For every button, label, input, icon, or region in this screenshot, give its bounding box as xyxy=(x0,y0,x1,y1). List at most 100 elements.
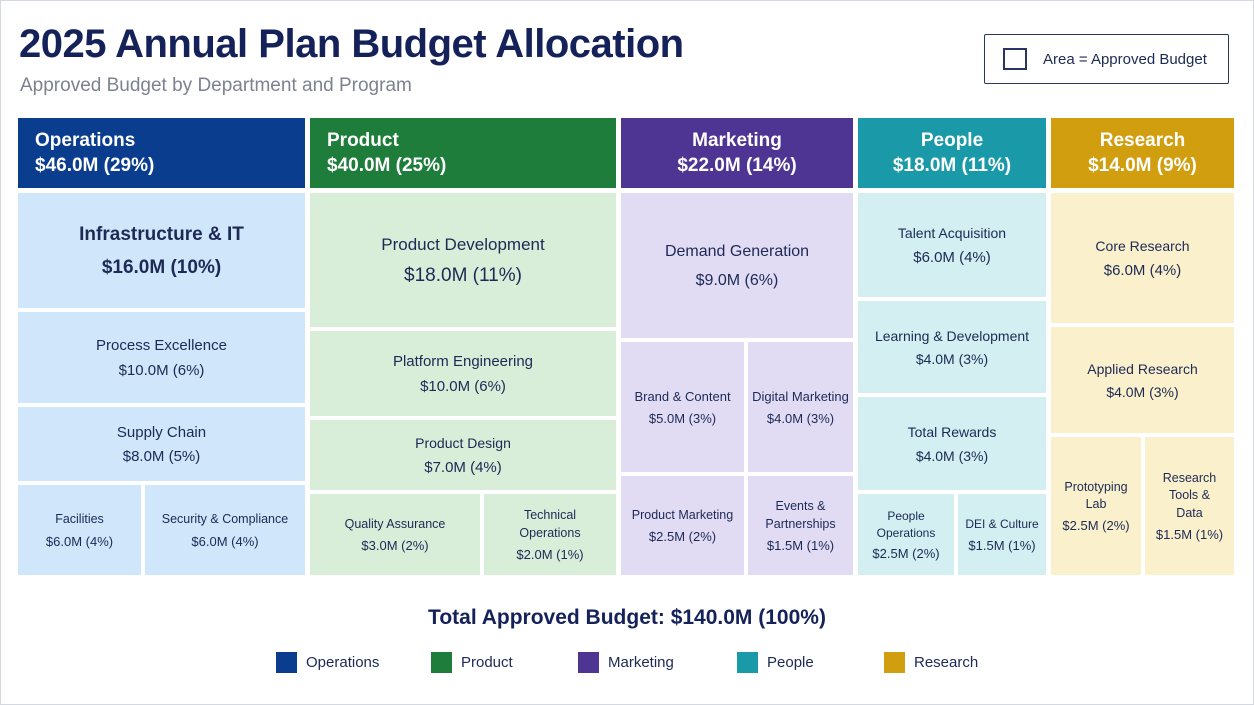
legend-item-marketing: Marketing xyxy=(578,652,674,673)
cell-digital-marketing: Digital Marketing $4.0M (3%) xyxy=(748,342,853,472)
cell-demand-generation-name: Demand Generation xyxy=(664,243,810,261)
cell-technical-operations: Technical Operations $2.0M (1%) xyxy=(484,494,616,575)
cell-security-and-compliance-name: Security & Compliance xyxy=(161,512,289,527)
cell-quality-assurance-name: Quality Assurance xyxy=(344,516,446,531)
cell-total-rewards: Total Rewards $4.0M (3%) xyxy=(858,397,1046,490)
cell-process-excellence-value: $10.0M (6%) xyxy=(118,361,205,379)
cell-events-and-partnerships-value: $1.5M (1%) xyxy=(766,537,835,553)
area-swatch-icon xyxy=(1003,48,1027,70)
cell-prototyping-lab-name: Prototyping Lab xyxy=(1064,479,1128,511)
cell-applied-research: Applied Research $4.0M (3%) xyxy=(1051,327,1234,433)
area-note-label: Area = Approved Budget xyxy=(1043,50,1207,68)
cell-learning-and-development-name: Learning & Development xyxy=(874,327,1030,344)
cell-core-research-value: $6.0M (4%) xyxy=(1103,261,1182,279)
legend-swatch-icon xyxy=(431,652,452,673)
cell-people-operations-value: $2.5M (2%) xyxy=(872,546,940,562)
cell-brand-and-content-name: Brand & Content xyxy=(634,389,731,405)
legend-item-operations: Operations xyxy=(276,652,379,673)
cell-talent-acquisition-name: Talent Acquisition xyxy=(897,225,1007,242)
header-people-name: People xyxy=(920,130,984,151)
area-note-box: Area = Approved Budget xyxy=(984,34,1229,84)
cell-technical-operations-value: $2.0M (1%) xyxy=(516,546,584,562)
header-product-name: Product xyxy=(327,130,399,151)
cell-digital-marketing-name: Digital Marketing xyxy=(752,389,849,405)
cell-people-operations-name: People Operations xyxy=(876,508,936,540)
cell-prototyping-lab-value: $2.5M (2%) xyxy=(1062,518,1130,534)
cell-technical-operations-name: Technical Operations xyxy=(519,508,581,540)
header-marketing: Marketing $22.0M (14%) xyxy=(621,118,853,188)
cell-process-excellence-name: Process Excellence xyxy=(96,337,227,355)
cell-supply-chain: Supply Chain $8.0M (5%) xyxy=(18,407,305,481)
cell-infrastructure-and-it-value: $16.0M (10%) xyxy=(101,256,222,278)
legend-swatch-icon xyxy=(276,652,297,673)
header-operations-value: $46.0M (29%) xyxy=(35,155,155,176)
cell-product-development: Product Development $18.0M (11%) xyxy=(310,193,616,327)
header-marketing-value: $22.0M (14%) xyxy=(677,155,797,176)
cell-product-development-value: $18.0M (11%) xyxy=(404,264,522,286)
legend-item-research: Research xyxy=(884,652,978,673)
cell-learning-and-development-value: $4.0M (3%) xyxy=(915,351,989,368)
cell-product-marketing-value: $2.5M (2%) xyxy=(648,529,717,545)
cell-product-design: Product Design $7.0M (4%) xyxy=(310,420,616,490)
cell-applied-research-name: Applied Research xyxy=(1087,360,1198,377)
cell-infrastructure-and-it: Infrastructure & IT $16.0M (10%) xyxy=(18,193,305,308)
cell-product-development-name: Product Development xyxy=(381,235,545,255)
total-budget-label: Total Approved Budget: $140.0M (100%) xyxy=(428,606,826,629)
chart-subtitle: Approved Budget by Department and Progra… xyxy=(20,75,412,96)
header-operations-name: Operations xyxy=(35,130,136,151)
cell-platform-engineering-value: $10.0M (6%) xyxy=(420,377,506,395)
cell-brand-and-content-value: $5.0M (3%) xyxy=(648,410,717,426)
cell-product-design-name: Product Design xyxy=(415,435,511,452)
cell-infrastructure-and-it-name: Infrastructure & IT xyxy=(79,224,244,246)
cell-facilities-name: Facilities xyxy=(55,512,104,527)
legend-item-product: Product xyxy=(431,652,513,673)
header-product-value: $40.0M (25%) xyxy=(327,155,447,176)
cell-product-design-value: $7.0M (4%) xyxy=(424,458,502,476)
header-research: Research $14.0M (9%) xyxy=(1051,118,1234,188)
cell-quality-assurance: Quality Assurance $3.0M (2%) xyxy=(310,494,480,575)
cell-people-operations: People Operations $2.5M (2%) xyxy=(858,494,954,575)
legend-swatch-icon xyxy=(737,652,758,673)
cell-learning-and-development: Learning & Development $4.0M (3%) xyxy=(858,301,1046,393)
cell-dei-and-culture-value: $1.5M (1%) xyxy=(968,537,1036,553)
cell-events-and-partnerships: Events & Partnerships $1.5M (1%) xyxy=(748,476,853,575)
header-people-value: $18.0M (11%) xyxy=(892,155,1012,176)
legend-swatch-icon xyxy=(884,652,905,673)
cell-dei-and-culture: DEI & Culture $1.5M (1%) xyxy=(958,494,1046,575)
cell-research-tools-and-data-name: Research Tools & Data xyxy=(1162,471,1217,520)
header-people: People $18.0M (11%) xyxy=(858,118,1046,188)
cell-product-marketing: Product Marketing $2.5M (2%) xyxy=(621,476,744,575)
cell-talent-acquisition-value: $6.0M (4%) xyxy=(913,248,991,266)
cell-core-research: Core Research $6.0M (4%) xyxy=(1051,193,1234,323)
cell-brand-and-content: Brand & Content $5.0M (3%) xyxy=(621,342,744,472)
header-operations: Operations $46.0M (29%) xyxy=(18,118,305,188)
cell-process-excellence: Process Excellence $10.0M (6%) xyxy=(18,312,305,403)
cell-research-tools-and-data: Research Tools & Data $1.5M (1%) xyxy=(1145,437,1234,575)
cell-platform-engineering-name: Platform Engineering xyxy=(392,353,534,371)
legend-label: Research xyxy=(914,654,979,671)
cell-supply-chain-name: Supply Chain xyxy=(116,423,207,441)
cell-applied-research-value: $4.0M (3%) xyxy=(1106,384,1179,401)
legend-item-people: People xyxy=(737,652,814,673)
cell-platform-engineering: Platform Engineering $10.0M (6%) xyxy=(310,331,616,416)
header-product: Product $40.0M (25%) xyxy=(310,118,616,188)
cell-security-and-compliance-value: $6.0M (4%) xyxy=(191,533,259,549)
cell-core-research-name: Core Research xyxy=(1095,238,1190,255)
cell-digital-marketing-value: $4.0M (3%) xyxy=(766,410,835,426)
cell-total-rewards-name: Total Rewards xyxy=(907,424,997,441)
cell-security-and-compliance: Security & Compliance $6.0M (4%) xyxy=(145,485,305,575)
cell-dei-and-culture-name: DEI & Culture xyxy=(965,517,1039,532)
header-marketing-name: Marketing xyxy=(692,130,782,151)
header-research-value: $14.0M (9%) xyxy=(1088,155,1197,176)
cell-total-rewards-value: $4.0M (3%) xyxy=(915,447,989,464)
cell-prototyping-lab: Prototyping Lab $2.5M (2%) xyxy=(1051,437,1141,575)
legend-swatch-icon xyxy=(578,652,599,673)
cell-supply-chain-value: $8.0M (5%) xyxy=(122,448,201,466)
legend-label: Marketing xyxy=(608,654,674,671)
chart-title: 2025 Annual Plan Budget Allocation xyxy=(19,22,684,66)
cell-talent-acquisition: Talent Acquisition $6.0M (4%) xyxy=(858,193,1046,297)
cell-facilities: Facilities $6.0M (4%) xyxy=(18,485,141,575)
cell-facilities-value: $6.0M (4%) xyxy=(45,533,114,549)
cell-events-and-partnerships-name: Events & Partnerships xyxy=(765,499,836,531)
